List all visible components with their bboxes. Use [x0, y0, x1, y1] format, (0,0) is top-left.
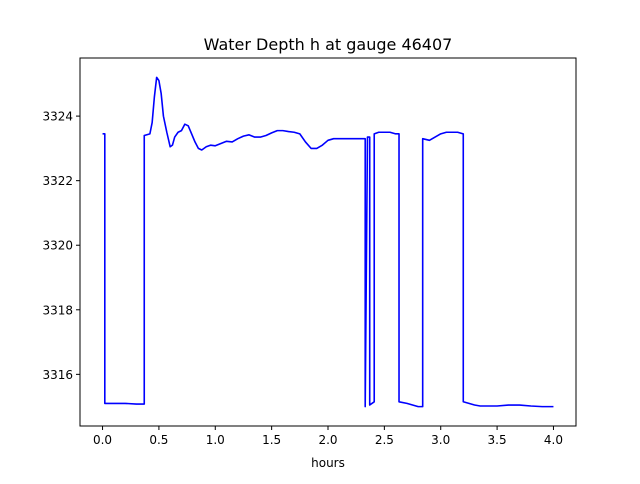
x-tick-label: 2.5: [375, 433, 394, 447]
x-tick-label: 3.5: [488, 433, 507, 447]
series-layer: [102, 76, 554, 408]
x-tick-label: 3.0: [431, 433, 450, 447]
series-line-0: [102, 76, 554, 408]
y-tick-label: 3316: [42, 368, 73, 382]
y-tick-label: 3320: [42, 239, 73, 253]
x-tick-label: 2.0: [318, 433, 337, 447]
x-axis-ticks: 0.0 0.5 1.0 1.5 2.0 2.5 3.0 3.5 4.0: [93, 426, 563, 447]
x-tick-label: 4.0: [544, 433, 563, 447]
chart-title: Water Depth h at gauge 46407: [204, 35, 453, 54]
y-tick-label: 3324: [42, 110, 73, 124]
y-axis-ticks: 3316 3318 3320 3322 3324: [42, 110, 80, 382]
y-tick-label: 3322: [42, 174, 73, 188]
x-tick-label: 1.0: [206, 433, 225, 447]
x-tick-label: 1.5: [262, 433, 281, 447]
x-tick-label: 0.5: [149, 433, 168, 447]
x-axis-label: hours: [311, 456, 345, 470]
x-tick-label: 0.0: [93, 433, 112, 447]
y-tick-label: 3318: [42, 303, 73, 317]
